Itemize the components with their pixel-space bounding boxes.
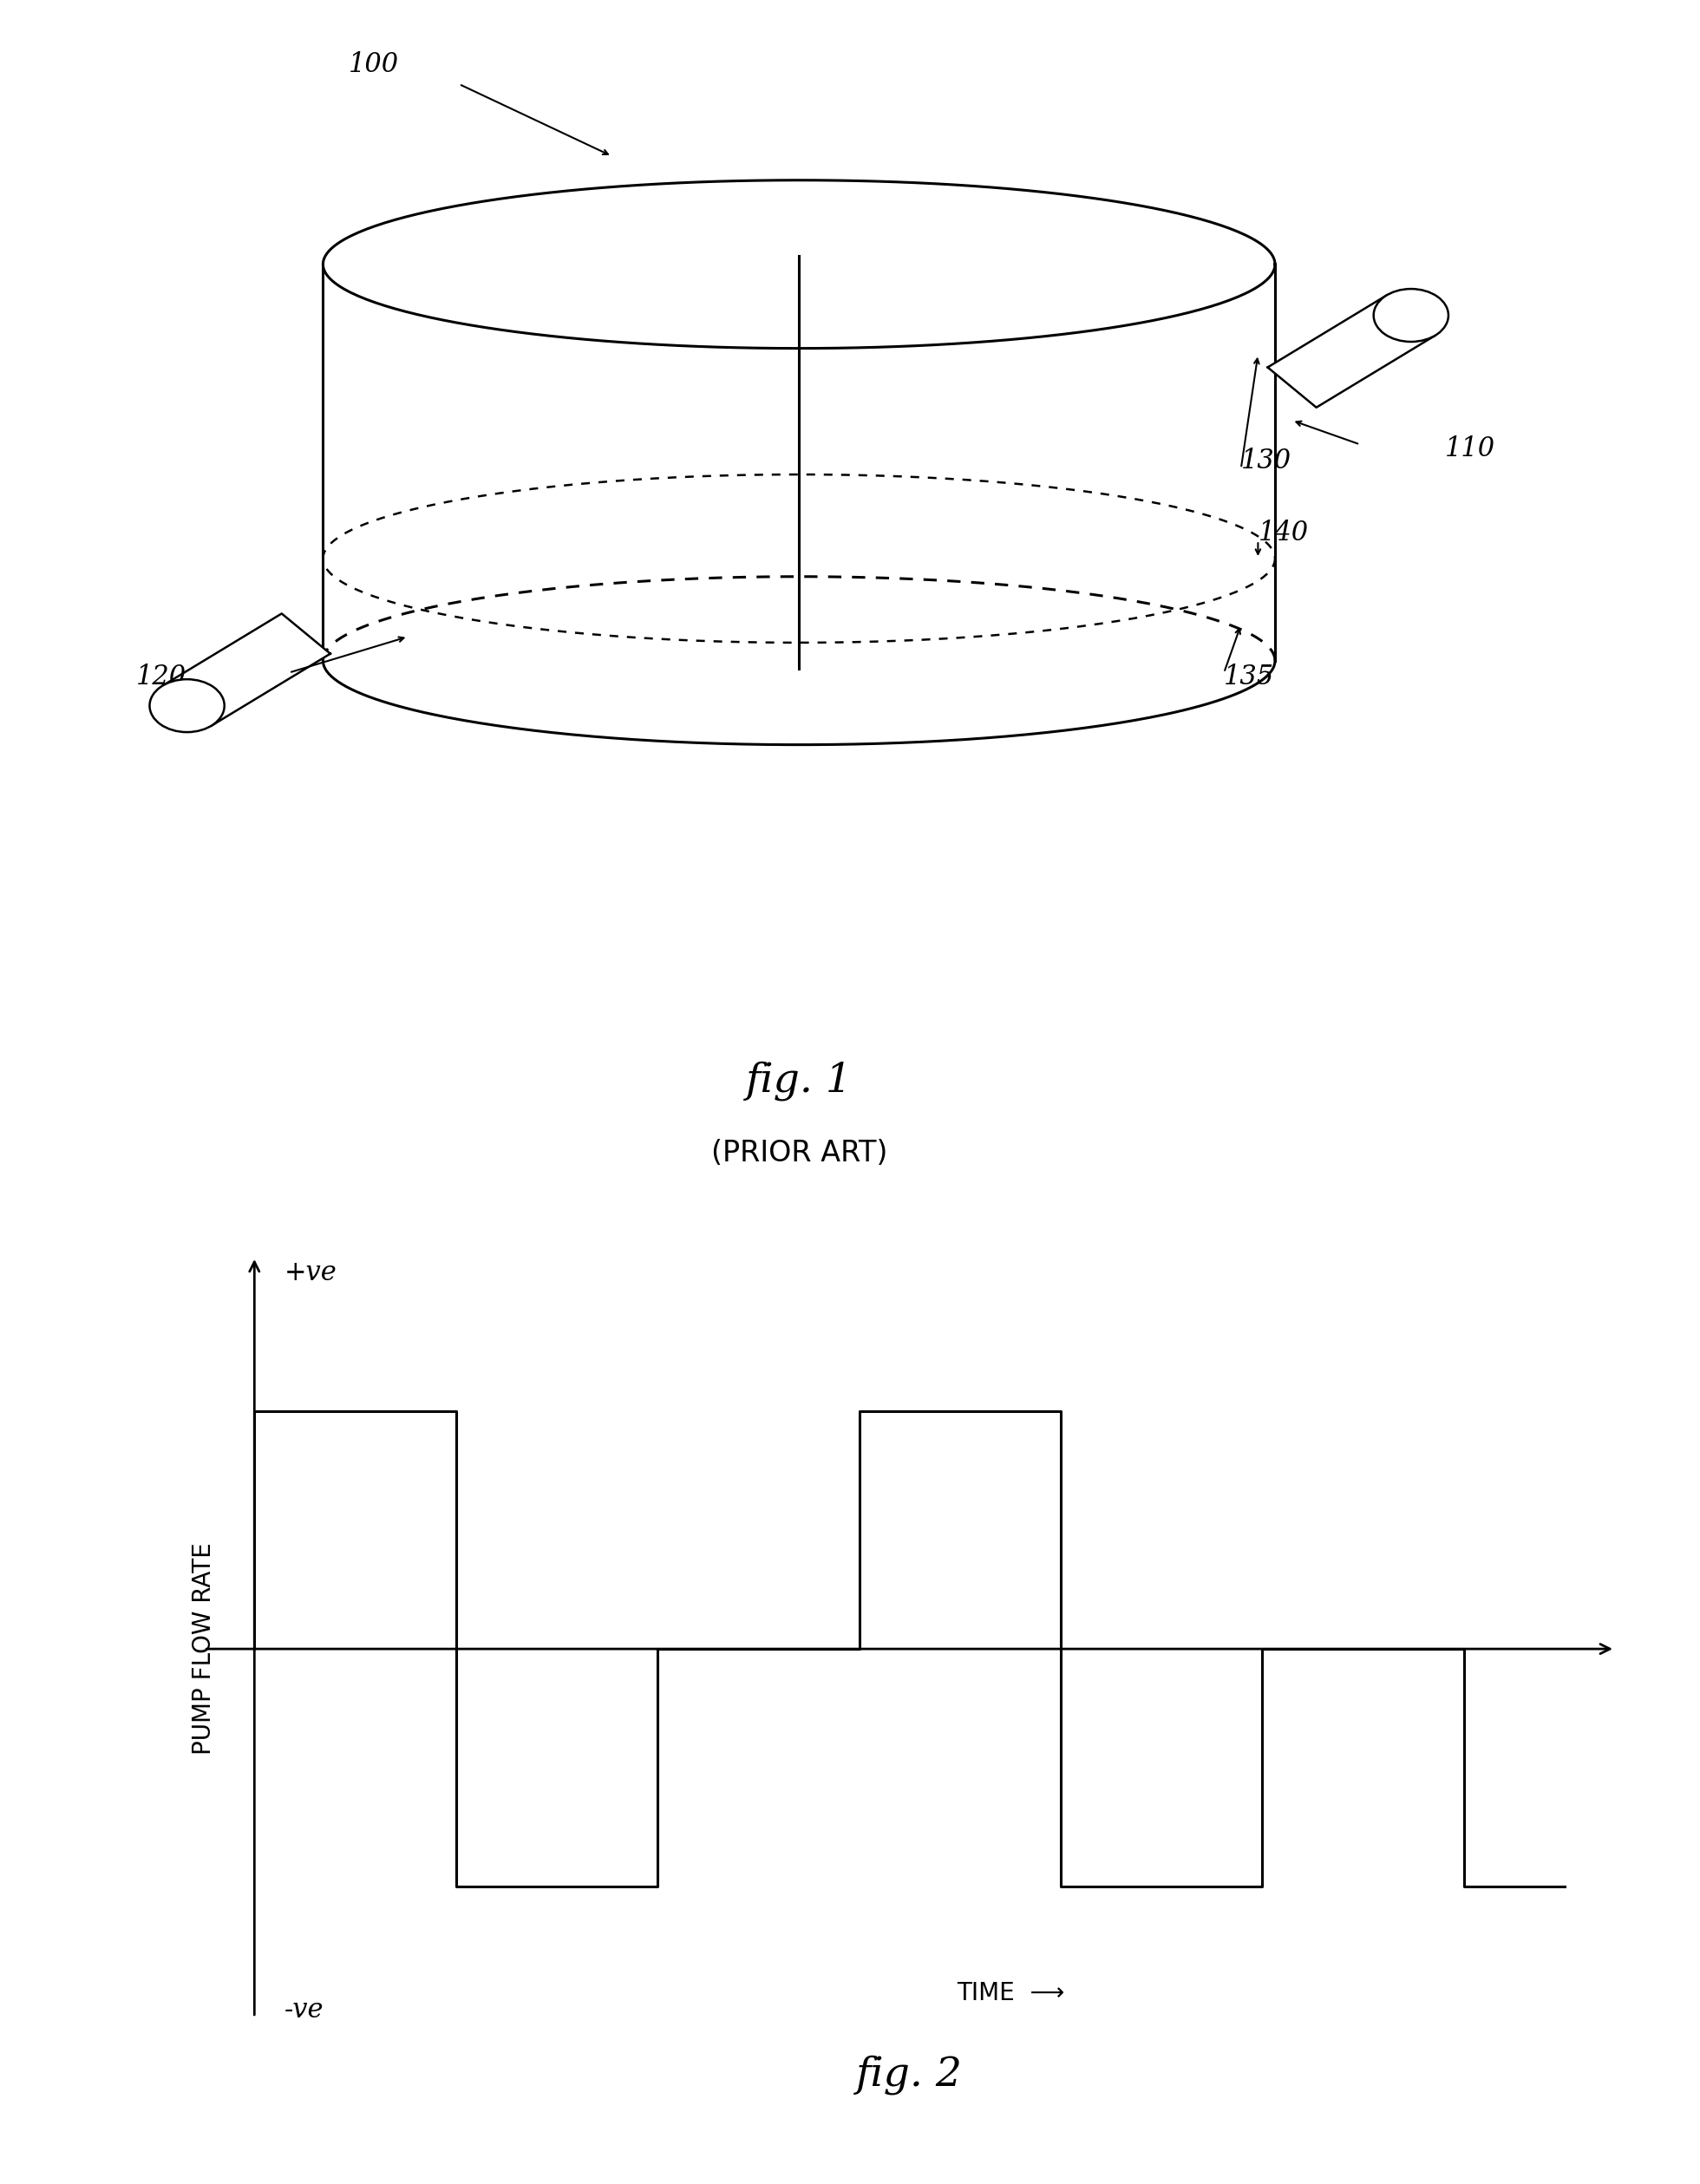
Text: 140: 140 bbox=[1258, 520, 1309, 546]
Text: (PRIOR ART): (PRIOR ART) bbox=[711, 1138, 887, 1168]
Text: +ve: +ve bbox=[284, 1260, 337, 1286]
Text: fig. 2: fig. 2 bbox=[857, 2055, 962, 2094]
Text: 120: 120 bbox=[136, 664, 187, 690]
Polygon shape bbox=[1268, 295, 1435, 408]
Text: 100: 100 bbox=[348, 50, 399, 79]
Circle shape bbox=[1374, 288, 1448, 341]
Text: -ve: -ve bbox=[284, 1996, 325, 2022]
Text: TIME  ⟶: TIME ⟶ bbox=[957, 1981, 1064, 2005]
Text: 135: 135 bbox=[1224, 664, 1275, 690]
Text: fig. 1: fig. 1 bbox=[746, 1061, 852, 1101]
Text: 130: 130 bbox=[1241, 448, 1292, 474]
Polygon shape bbox=[163, 614, 330, 725]
Text: 110: 110 bbox=[1445, 435, 1496, 463]
Text: PUMP FLOW RATE: PUMP FLOW RATE bbox=[192, 1542, 216, 1756]
Circle shape bbox=[150, 679, 224, 732]
